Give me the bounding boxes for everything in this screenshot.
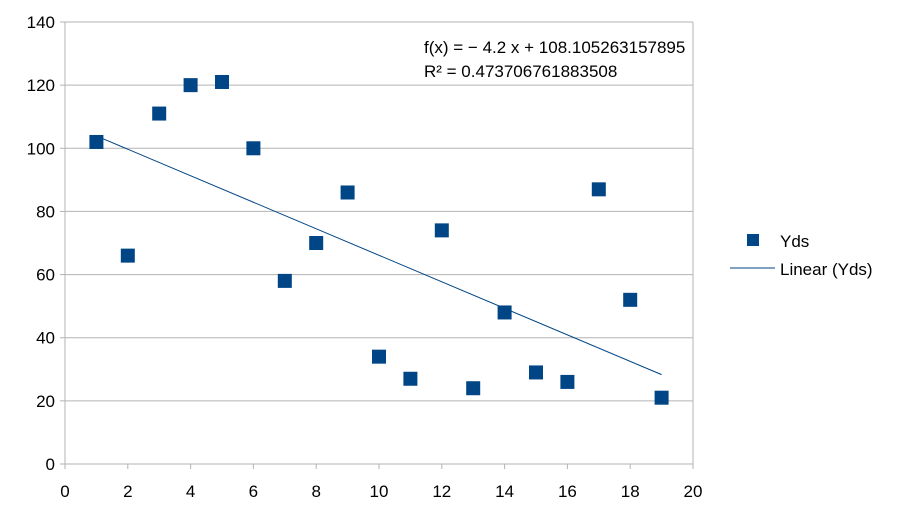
tick-labels: 0 20 40 60 80 100 120 140 0 2 4 6 8 10 12 14 16 18 20 <box>27 13 703 501</box>
data-point-8 <box>309 236 324 250</box>
data-point-18 <box>623 292 638 307</box>
data-point-5 <box>215 74 229 89</box>
data-point-12 <box>434 223 449 238</box>
y-tick-label-20: 20 <box>36 392 55 411</box>
legend-label-linear: Linear (Yds) <box>780 260 873 279</box>
legend-label-yds: Yds <box>780 232 809 251</box>
data-point-3 <box>152 106 167 121</box>
data-point-13 <box>466 381 481 396</box>
axes <box>60 21 694 469</box>
gridlines <box>65 21 693 402</box>
trendline-linear-yds <box>96 135 662 376</box>
x-tick-label-12: 12 <box>432 482 451 501</box>
trendline-r2-label: R² = 0.473706761883508 <box>424 62 617 81</box>
x-tick-label-8: 8 <box>311 482 320 501</box>
data-point-17 <box>591 182 606 197</box>
y-tick-label-80: 80 <box>36 202 55 221</box>
data-point-14 <box>497 305 512 320</box>
data-point-4 <box>183 78 198 93</box>
x-tick-label-16: 16 <box>558 482 577 501</box>
y-tick-label-100: 100 <box>27 139 55 158</box>
y-tick-label-140: 140 <box>27 13 55 32</box>
data-point-11 <box>403 371 418 386</box>
data-point-15 <box>529 365 543 380</box>
x-tick-label-4: 4 <box>186 482 195 501</box>
data-point-10 <box>372 349 386 364</box>
data-point-16 <box>560 374 575 389</box>
legend: Yds Linear (Yds) <box>730 232 873 279</box>
y-tick-label-120: 120 <box>27 76 55 95</box>
trendline-layer <box>96 135 662 376</box>
x-tick-label-20: 20 <box>684 482 703 501</box>
x-tick-label-2: 2 <box>123 482 132 501</box>
x-tick-label-10: 10 <box>370 482 389 501</box>
data-point-6 <box>246 141 261 156</box>
legend-marker-yds <box>747 234 759 246</box>
y-tick-label-40: 40 <box>36 329 55 348</box>
data-points <box>89 74 669 405</box>
y-tick-label-0: 0 <box>46 455 55 474</box>
data-point-19 <box>654 390 669 405</box>
x-tick-label-0: 0 <box>60 482 69 501</box>
data-point-9 <box>340 185 355 200</box>
data-point-1 <box>89 134 104 149</box>
y-tick-label-60: 60 <box>36 266 55 285</box>
data-point-2 <box>120 248 135 263</box>
trendline-equation: f(x) = − 4.2 x + 108.105263157895 R² = 0… <box>424 38 685 81</box>
data-point-7 <box>277 273 292 288</box>
x-tick-label-6: 6 <box>249 482 258 501</box>
x-tick-label-14: 14 <box>495 482 514 501</box>
trendline-equation-label: f(x) = − 4.2 x + 108.105263157895 <box>424 38 685 57</box>
x-tick-label-18: 18 <box>621 482 640 501</box>
